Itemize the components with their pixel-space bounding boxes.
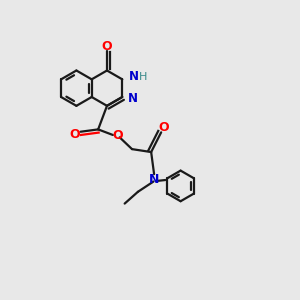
Text: H: H bbox=[139, 72, 147, 82]
Text: N: N bbox=[128, 70, 139, 83]
Text: O: O bbox=[158, 121, 169, 134]
Text: N: N bbox=[128, 92, 138, 105]
Text: N: N bbox=[149, 172, 159, 186]
Text: O: O bbox=[102, 40, 112, 53]
Text: O: O bbox=[112, 129, 123, 142]
Text: O: O bbox=[69, 128, 80, 141]
